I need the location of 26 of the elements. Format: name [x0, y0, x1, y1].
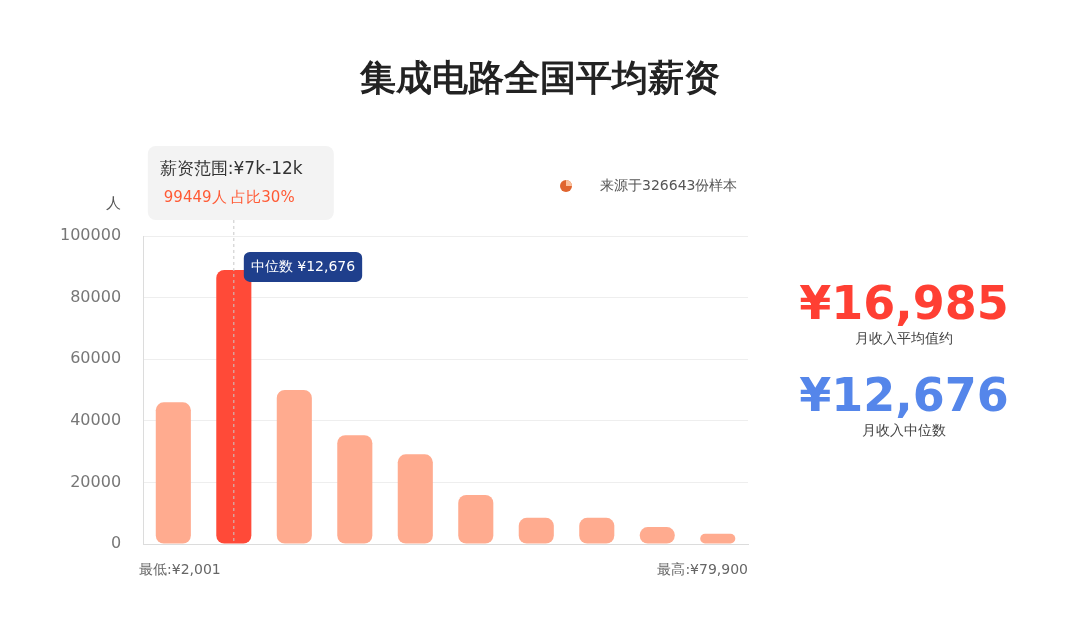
text: 来源于326643份样本 [600, 176, 738, 193]
text: 月收入平均值约 [854, 330, 954, 348]
y-tick-label: 100000 [60, 225, 122, 245]
bar [155, 402, 191, 544]
bar [397, 454, 433, 544]
text: 99449人 占比30% [163, 187, 295, 206]
text: 月收入中位数 [861, 422, 947, 440]
chart-title: 集成电路全国平均薪资 [359, 56, 721, 100]
y-tick-label: 40000 [70, 409, 122, 429]
y-tick-label: 20000 [70, 471, 122, 491]
bar [579, 517, 615, 544]
y-tick-label: 60000 [70, 348, 122, 368]
y-tick-label: 0 [110, 533, 122, 553]
bar [518, 517, 554, 544]
y-axis-title: 人 [106, 193, 122, 212]
bar [337, 435, 373, 544]
y-tick-label: 80000 [70, 286, 122, 306]
text: ¥16,985 [798, 276, 1010, 330]
text: 薪资范围:¥7k-12k [159, 158, 303, 179]
text: 最高:¥79,900 [657, 560, 748, 577]
text: 最低:¥2,001 [139, 560, 221, 577]
annotation: 中位数 ¥12,676 [250, 257, 356, 274]
text: ¥12,676 [798, 368, 1010, 422]
bar [216, 269, 252, 544]
bar [458, 495, 494, 544]
bar [276, 390, 312, 544]
